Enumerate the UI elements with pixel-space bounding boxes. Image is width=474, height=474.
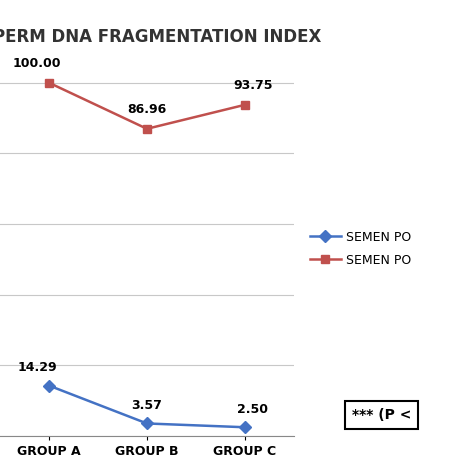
Legend: SEMEN PO, SEMEN PO: SEMEN PO, SEMEN PO — [305, 226, 416, 272]
Text: 100.00: 100.00 — [13, 57, 62, 70]
Text: 86.96: 86.96 — [128, 103, 166, 116]
Text: 2.50: 2.50 — [237, 403, 268, 416]
Text: SPERM DNA FRAGMENTATION INDEX: SPERM DNA FRAGMENTATION INDEX — [0, 28, 322, 46]
Text: 14.29: 14.29 — [18, 362, 57, 374]
Text: *** (P <: *** (P < — [352, 408, 411, 422]
Text: 3.57: 3.57 — [131, 399, 163, 412]
Text: 93.75: 93.75 — [233, 79, 273, 92]
